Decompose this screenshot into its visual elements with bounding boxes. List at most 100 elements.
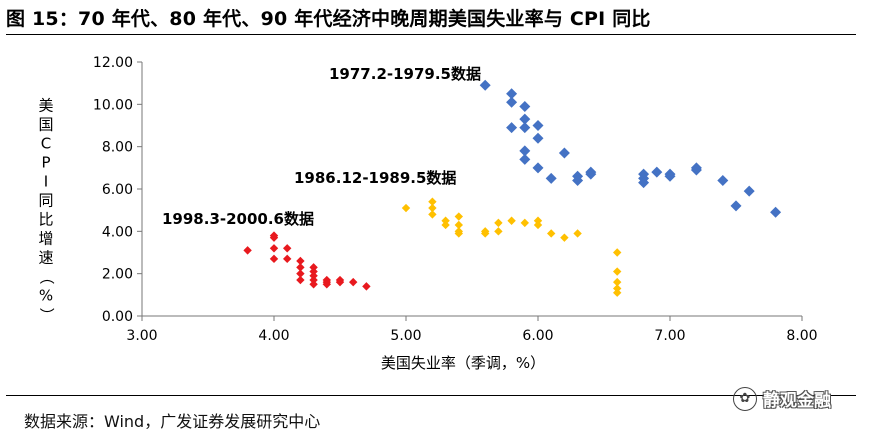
- data-point: [560, 233, 569, 242]
- y-tick-label: 10.00: [93, 97, 133, 113]
- x-tick-label: 3.00: [126, 328, 157, 344]
- y-axis-label-char: 国: [38, 116, 53, 134]
- data-point: [269, 254, 279, 264]
- data-point: [519, 100, 531, 112]
- data-point: [532, 120, 544, 131]
- y-tick-label: 0.00: [102, 309, 133, 325]
- data-point: [428, 203, 437, 213]
- data-point: [520, 218, 529, 228]
- y-axis-label-char: P: [41, 154, 50, 172]
- data-point: [309, 267, 318, 276]
- y-tick-label: 4.00: [102, 224, 133, 240]
- data-point: [296, 275, 305, 285]
- y-tick-labels: 0.00 2.00 4.00 6.00 8.00 10.00 12.00: [93, 55, 142, 325]
- axes: [141, 62, 802, 317]
- data-point: [519, 122, 531, 134]
- watermark-text: 静观金融: [763, 391, 831, 411]
- watermark: ✿ 静观金融: [733, 386, 831, 411]
- data-point: [506, 122, 518, 134]
- data-point: [519, 153, 531, 165]
- source-note: 数据来源：Wind，广发证券发展研究中心: [24, 412, 321, 431]
- x-tick-label: 6.00: [522, 328, 553, 344]
- y-tick-label: 8.00: [102, 140, 133, 156]
- data-point: [585, 168, 597, 180]
- x-tick-label: 8.00: [786, 328, 817, 344]
- data-point: [309, 280, 318, 289]
- data-point: [494, 218, 503, 228]
- data-point: [770, 206, 782, 218]
- data-point: [545, 172, 557, 184]
- y-axis-label-char: %: [39, 287, 53, 305]
- data-point: [481, 229, 490, 238]
- data-point: [243, 246, 252, 255]
- data-point: [558, 147, 570, 159]
- data-point: [613, 267, 622, 276]
- x-tick-label: 5.00: [390, 328, 421, 344]
- y-axis-label-char: 同: [38, 192, 53, 210]
- data-point: [664, 170, 676, 182]
- data-point: [717, 175, 729, 187]
- y-axis-label-char: （: [38, 269, 56, 284]
- data-point: [428, 197, 437, 206]
- data-point: [296, 263, 305, 272]
- y-axis-label-char: C: [41, 135, 51, 153]
- y-axis-label-char: 速: [38, 249, 53, 267]
- data-point: [269, 244, 279, 253]
- data-point: [283, 254, 292, 264]
- data-point: [613, 284, 622, 293]
- data-point: [613, 248, 622, 257]
- data-point: [441, 216, 450, 225]
- data-points: [243, 79, 782, 297]
- data-point: [479, 79, 491, 91]
- data-point: [613, 288, 622, 297]
- data-point: [547, 229, 556, 238]
- data-point: [519, 113, 531, 125]
- wechat-icon: ✿: [733, 386, 757, 411]
- data-point: [730, 200, 742, 212]
- top-rule: [6, 34, 856, 35]
- series-label: 1977.2-1979.5数据: [329, 65, 481, 83]
- data-point: [638, 177, 650, 189]
- y-axis-label-char: ）: [38, 307, 56, 322]
- y-axis-label-char: 增: [38, 230, 53, 248]
- data-point: [283, 244, 292, 253]
- figure-title: 图 15：70 年代、80 年代、90 年代经济中晚周期美国失业率与 CPI 同…: [6, 8, 651, 30]
- data-point: [454, 212, 463, 221]
- data-point: [428, 210, 437, 219]
- data-point: [362, 282, 371, 291]
- data-point: [743, 185, 755, 197]
- data-point: [296, 256, 305, 266]
- data-point: [494, 227, 503, 236]
- scatter-chart: 0.00 2.00 4.00 6.00 8.00 10.00 12.00 3.00 4.00 5…: [38, 55, 818, 372]
- data-point: [269, 233, 279, 242]
- data-point: [573, 229, 582, 238]
- x-axis-label: 美国失业率（季调，%）: [381, 354, 545, 372]
- data-point: [454, 220, 463, 230]
- data-point: [690, 164, 702, 176]
- data-point: [533, 216, 543, 225]
- y-tick-label: 2.00: [102, 267, 133, 283]
- y-tick-label: 12.00: [93, 55, 133, 71]
- data-point: [401, 203, 411, 213]
- y-axis-label-char: 美: [38, 97, 53, 115]
- data-point: [506, 96, 518, 108]
- data-point: [532, 162, 544, 174]
- data-point: [349, 277, 358, 287]
- data-point: [613, 277, 622, 287]
- x-tick-label: 7.00: [654, 328, 685, 344]
- y-tick-label: 6.00: [102, 182, 133, 198]
- series-labels: 1977.2-1979.5数据 1986.12-1989.5数据 1998.3-20…: [162, 65, 481, 228]
- y-axis-label-char: I: [44, 173, 48, 191]
- x-tick-label: 4.00: [258, 328, 289, 344]
- data-point: [507, 216, 516, 225]
- data-point: [309, 275, 318, 285]
- data-point: [322, 280, 331, 289]
- data-point: [309, 263, 318, 272]
- data-point: [506, 88, 518, 100]
- data-point: [532, 132, 544, 144]
- data-point: [309, 271, 318, 280]
- data-point: [519, 145, 531, 157]
- data-point: [572, 175, 584, 187]
- bottom-rule: [6, 395, 856, 396]
